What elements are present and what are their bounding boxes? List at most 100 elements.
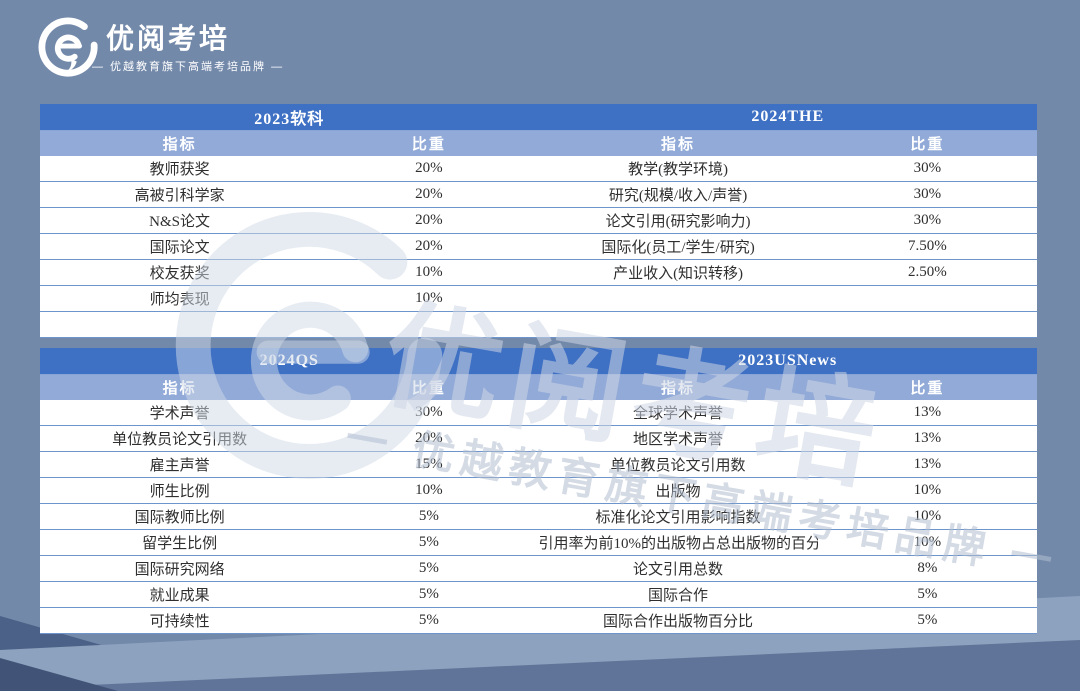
indicator-cell: 国际合作 [538, 581, 818, 608]
table-row: N&S论文 20% 论文引用(研究影响力) 30% [40, 207, 1037, 234]
ranking-table-ruanke-the: 2023软科 2024THE 指标 比重 指标 比重 教师获奖 20% 教学(教学环… [40, 104, 1037, 338]
table-title-the: 2024THE [538, 104, 1037, 131]
table-row: 单位教员论文引用数 20% 地区学术声誉 13% [40, 425, 1037, 452]
weight-cell: 13% [817, 425, 1037, 452]
indicator-cell: 全球学术声誉 [538, 400, 818, 426]
table-row: 就业成果 5% 国际合作 5% [40, 581, 1037, 608]
table-title-qs: 2024QS [40, 348, 539, 375]
indicator-cell: 师生比例 [40, 477, 320, 504]
column-header-indicator: 指标 [40, 130, 320, 156]
weight-cell [817, 311, 1037, 338]
weight-cell: 20% [319, 207, 539, 234]
indicator-cell: N&S论文 [40, 207, 320, 234]
column-header-indicator: 指标 [538, 374, 818, 400]
indicator-cell: 国际合作出版物百分比 [538, 607, 818, 634]
indicator-cell: 论文引用(研究影响力) [538, 207, 818, 234]
weight-cell: 30% [817, 156, 1037, 182]
weight-cell: 20% [319, 181, 539, 208]
indicator-cell: 留学生比例 [40, 529, 320, 556]
indicator-cell: 研究(规模/收入/声誉) [538, 181, 818, 208]
weight-cell: 5% [319, 503, 539, 530]
indicator-cell: 师均表现 [40, 285, 320, 312]
indicator-cell: 教师获奖 [40, 156, 320, 182]
indicator-cell: 论文引用总数 [538, 555, 818, 582]
table-row: 雇主声誉 15% 单位教员论文引用数 13% [40, 451, 1037, 478]
table-title-row: 2023软科 2024THE [40, 104, 1037, 131]
indicator-cell: 就业成果 [40, 581, 320, 608]
indicator-cell: 可持续性 [40, 607, 320, 634]
table-row: 学术声誉 30% 全球学术声誉 13% [40, 400, 1037, 426]
weight-cell: 5% [817, 607, 1037, 634]
column-header-weight: 比重 [817, 374, 1037, 400]
column-header-weight: 比重 [817, 130, 1037, 156]
brand-tagline: — 优越教育旗下高端考培品牌 — [92, 61, 285, 74]
weight-cell: 15% [319, 451, 539, 478]
weight-cell: 13% [817, 451, 1037, 478]
table-subheader-row: 指标 比重 指标 比重 [40, 130, 1037, 156]
weight-cell: 10% [817, 529, 1037, 556]
indicator-cell: 学术声誉 [40, 400, 320, 426]
table-title-row: 2024QS 2023USNews [40, 348, 1037, 375]
indicator-cell: 单位教员论文引用数 [538, 451, 818, 478]
column-header-weight: 比重 [319, 374, 539, 400]
indicator-cell: 地区学术声誉 [538, 425, 818, 452]
table-title-usnews: 2023USNews [538, 348, 1037, 375]
weight-cell: 20% [319, 233, 539, 260]
indicator-cell: 教学(教学环境) [538, 156, 818, 182]
brand-logo-icon [38, 17, 98, 77]
ranking-table-qs-usnews: 2024QS 2023USNews 指标 比重 指标 比重 学术声誉 30% 全球学… [40, 348, 1037, 634]
table-row: 校友获奖 10% 产业收入(知识转移) 2.50% [40, 259, 1037, 286]
indicator-cell: 单位教员论文引用数 [40, 425, 320, 452]
table-row: 留学生比例 5% 引用率为前10%的出版物占总出版物的百分比 10% [40, 529, 1037, 556]
indicator-cell: 产业收入(知识转移) [538, 259, 818, 286]
table-row: 教师获奖 20% 教学(教学环境) 30% [40, 156, 1037, 182]
weight-cell: 20% [319, 156, 539, 182]
weight-cell: 30% [817, 207, 1037, 234]
weight-cell: 5% [817, 581, 1037, 608]
table-row: 师生比例 10% 出版物 10% [40, 477, 1037, 504]
table-row: 师均表现 10% [40, 285, 1037, 312]
weight-cell: 2.50% [817, 259, 1037, 286]
indicator-cell: 引用率为前10%的出版物占总出版物的百分比 [538, 529, 818, 556]
indicator-cell: 国际化(员工/学生/研究) [538, 233, 818, 260]
weight-cell: 10% [817, 477, 1037, 504]
weight-cell: 10% [319, 259, 539, 286]
weight-cell: 30% [817, 181, 1037, 208]
weight-cell: 13% [817, 400, 1037, 426]
weight-cell: 10% [319, 477, 539, 504]
weight-cell: 10% [319, 285, 539, 312]
indicator-cell: 校友获奖 [40, 259, 320, 286]
indicator-cell [40, 311, 320, 338]
weight-cell: 5% [319, 529, 539, 556]
indicator-cell: 标准化论文引用影响指数 [538, 503, 818, 530]
column-header-weight: 比重 [319, 130, 539, 156]
indicator-cell: 国际教师比例 [40, 503, 320, 530]
weight-cell [319, 311, 539, 338]
table-row: 国际论文 20% 国际化(员工/学生/研究) 7.50% [40, 233, 1037, 260]
indicator-cell [538, 285, 818, 312]
indicator-cell: 国际论文 [40, 233, 320, 260]
weight-cell: 10% [817, 503, 1037, 530]
weight-cell: 5% [319, 581, 539, 608]
table-row: 高被引科学家 20% 研究(规模/收入/声誉) 30% [40, 181, 1037, 208]
weight-cell: 20% [319, 425, 539, 452]
brand-header: 优阅考培 — 优越教育旗下高端考培品牌 — [36, 12, 284, 82]
table-title-ruanke: 2023软科 [40, 104, 539, 131]
weight-cell: 7.50% [817, 233, 1037, 260]
weight-cell [817, 285, 1037, 312]
weight-cell: 5% [319, 607, 539, 634]
weight-cell: 5% [319, 555, 539, 582]
brand-name: 优阅考培 [106, 23, 231, 54]
column-header-indicator: 指标 [40, 374, 320, 400]
indicator-cell: 高被引科学家 [40, 181, 320, 208]
weight-cell: 30% [319, 400, 539, 426]
table-row: 可持续性 5% 国际合作出版物百分比 5% [40, 607, 1037, 634]
indicator-cell: 国际研究网络 [40, 555, 320, 582]
column-header-indicator: 指标 [538, 130, 818, 156]
indicator-cell: 雇主声誉 [40, 451, 320, 478]
weight-cell: 8% [817, 555, 1037, 582]
table-row [40, 311, 1037, 338]
indicator-cell [538, 311, 818, 338]
table-row: 国际教师比例 5% 标准化论文引用影响指数 10% [40, 503, 1037, 530]
